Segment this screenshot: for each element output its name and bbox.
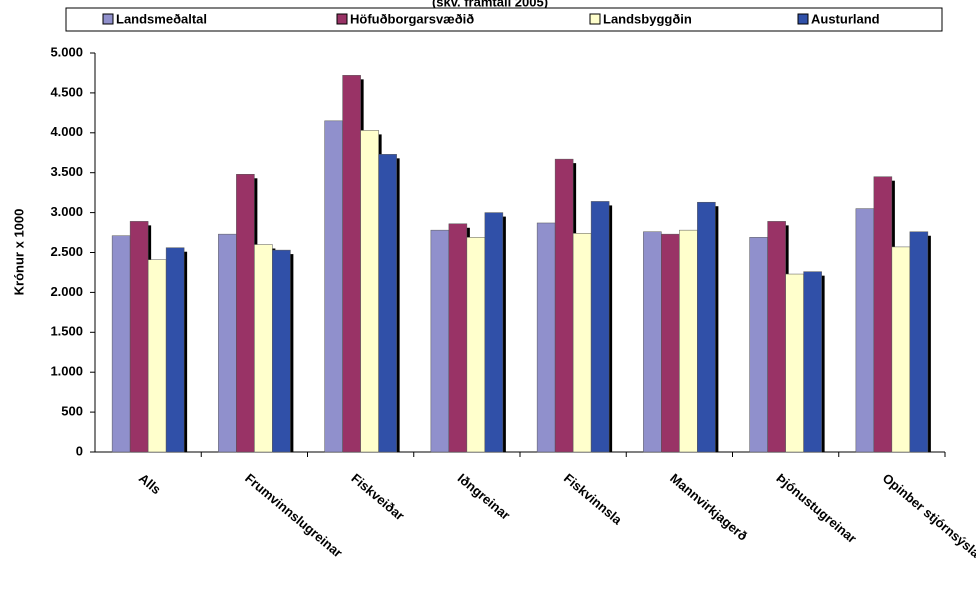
bar <box>909 231 929 453</box>
bar <box>679 229 698 453</box>
x-tick-label: Iðngreinar <box>455 470 513 522</box>
legend-label: Landsmeðaltal <box>116 11 207 26</box>
bar <box>342 75 361 453</box>
y-tick-label: 3.000 <box>50 204 83 219</box>
bar <box>855 208 875 453</box>
legend-label: Austurland <box>811 11 880 26</box>
legend-box <box>65 7 943 32</box>
bar <box>324 120 343 453</box>
x-tick-label: Þjónustugreinar <box>773 470 859 546</box>
bar <box>466 237 486 453</box>
bar <box>254 244 273 453</box>
x-tick-label: Opinber stjórnsýsla <box>880 470 976 560</box>
legend-swatch <box>102 13 114 25</box>
bar <box>236 174 255 453</box>
bar <box>448 223 468 453</box>
bar <box>643 231 662 453</box>
x-tick-label: Fiskvinnsla <box>561 470 625 528</box>
y-tick-label: 3.500 <box>50 164 83 179</box>
bar <box>590 201 610 453</box>
bar <box>749 237 768 453</box>
bar <box>554 158 574 453</box>
bar <box>785 273 804 453</box>
y-tick-label: 1.000 <box>50 364 83 379</box>
bar <box>536 222 556 453</box>
y-tick-label: 2.500 <box>50 244 83 259</box>
bar <box>272 249 291 453</box>
bar <box>360 130 379 453</box>
bar <box>891 246 911 453</box>
bar <box>129 221 149 453</box>
bar <box>661 233 680 453</box>
legend-swatch <box>797 13 809 25</box>
bar <box>165 247 185 453</box>
y-tick-label: 5.000 <box>50 44 83 59</box>
bar <box>378 154 397 453</box>
y-tick-label: 2.000 <box>50 284 83 299</box>
bar <box>484 212 504 453</box>
bar <box>218 233 237 453</box>
y-axis-title: Krónur x 1000 <box>11 209 26 296</box>
legend-label: Landsbyggðin <box>603 11 692 26</box>
bar <box>873 176 893 453</box>
y-tick-label: 500 <box>61 404 83 419</box>
x-tick-label: Fiskveiðar <box>348 470 407 523</box>
legend-label: Höfuðborgarsvæðið <box>350 11 474 26</box>
bar <box>430 229 450 453</box>
bar <box>147 259 167 453</box>
x-tick-label: Mannvirkjagerð <box>667 470 750 543</box>
legend-swatch <box>589 13 601 25</box>
x-tick-label: Frumvinnslugreinar <box>242 470 345 560</box>
legend-swatch <box>336 13 348 25</box>
bar <box>803 271 822 453</box>
x-tick-label: Alls <box>136 470 164 497</box>
bar <box>697 201 716 453</box>
bar <box>111 235 131 453</box>
bar <box>767 221 786 453</box>
y-tick-label: 1.500 <box>50 324 83 339</box>
y-tick-label: 4.500 <box>50 84 83 99</box>
y-tick-label: 0 <box>76 443 83 458</box>
y-tick-label: 4.000 <box>50 124 83 139</box>
chart-title: (skv. framtali 2005) <box>432 0 548 9</box>
bar <box>572 233 592 453</box>
